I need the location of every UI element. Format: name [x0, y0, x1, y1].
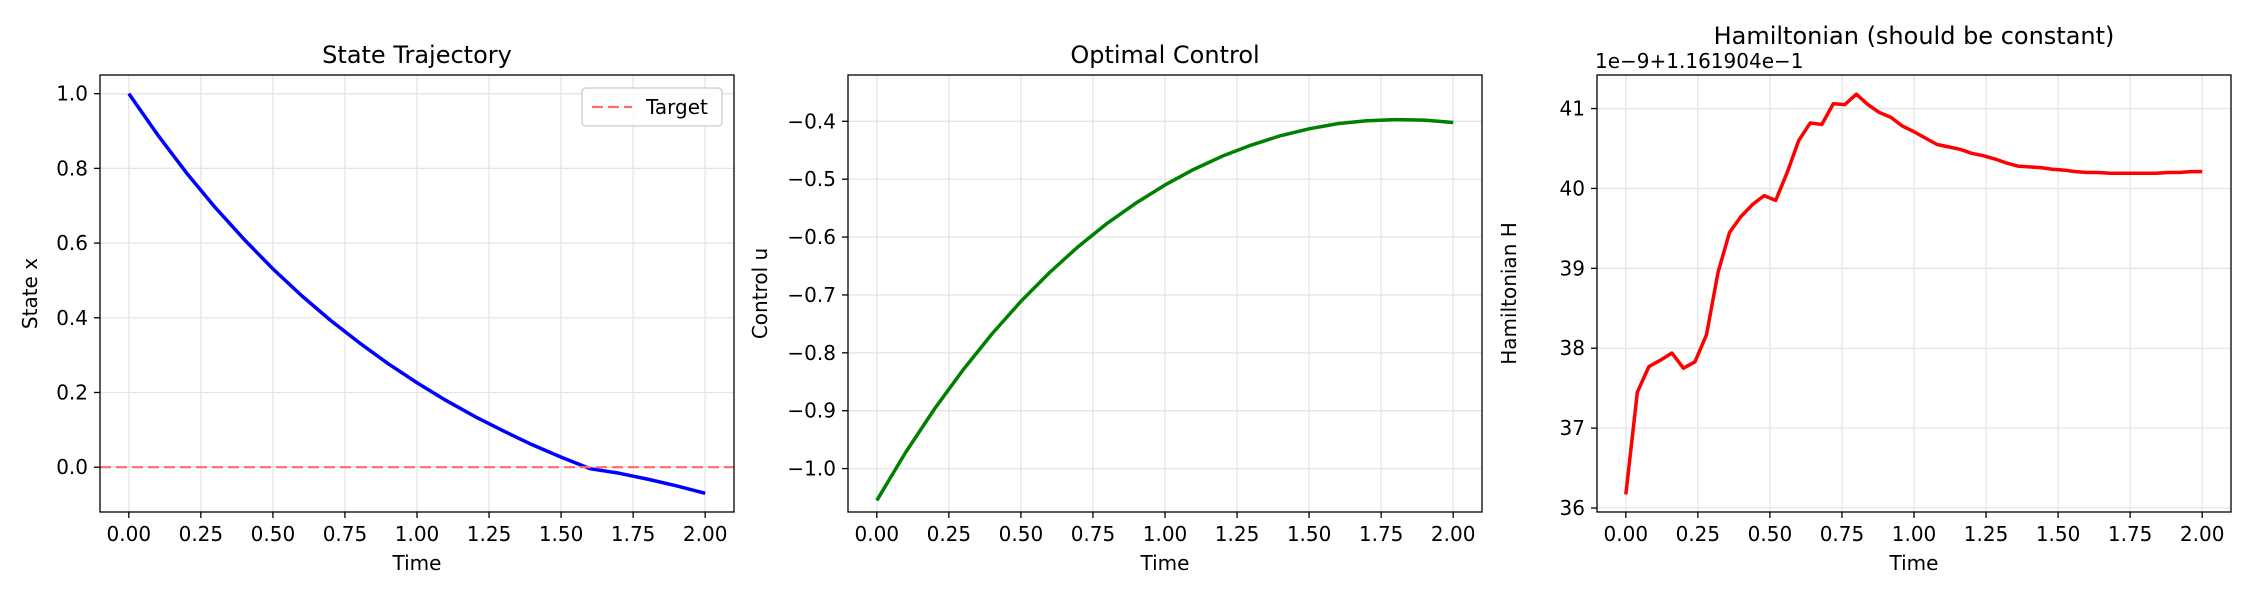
- chart-title: Optimal Control: [1070, 41, 1259, 69]
- x-tick-label: 1.50: [2036, 522, 2081, 546]
- x-tick-label: 0.00: [107, 522, 152, 546]
- legend-box: [581, 87, 723, 127]
- y-tick-label: 1.0: [56, 82, 88, 106]
- x-tick-label: 0.00: [1604, 522, 1649, 546]
- chart-panel-3: 0.00 0.25 0.50 0.75 1.00 1.25 1.50 1.75 2.00 36 37…: [1497, 22, 2232, 575]
- x-tick-label: 0.75: [323, 522, 368, 546]
- y-tick-label: 38: [1560, 336, 1585, 360]
- series-line: [1624, 92, 2203, 495]
- y-tick-label: 41: [1560, 97, 1585, 121]
- x-tick-label: 0.25: [1676, 522, 1721, 546]
- x-tick-label: 0.00: [855, 522, 900, 546]
- x-tick-label: 1.00: [395, 522, 440, 546]
- x-tick-label: 1.75: [611, 522, 656, 546]
- y-tick-label: 37: [1560, 416, 1585, 440]
- x-tick-label: 2.00: [2180, 522, 2225, 546]
- legend-label: Target: [645, 95, 708, 119]
- x-tick-label: 0.75: [1071, 522, 1116, 546]
- x-tick-label: 1.00: [1892, 522, 1937, 546]
- y-tick-label: 36: [1560, 496, 1585, 520]
- x-tick-label: 0.50: [251, 522, 296, 546]
- x-tick-label: 2.00: [683, 522, 728, 546]
- x-tick-label: 1.75: [1359, 522, 1404, 546]
- y-tick-label: −0.5: [787, 167, 836, 191]
- x-axis-label: Time: [1889, 551, 1939, 575]
- y-tick-label: 40: [1560, 176, 1585, 200]
- y-axis-offset-text: 1e−9+1.161904e−1: [1595, 49, 1804, 73]
- chart-title: Hamiltonian (should be constant): [1714, 22, 2115, 50]
- x-tick-label: 1.25: [467, 522, 512, 546]
- y-tick-label: 0.0: [56, 455, 88, 479]
- chart-panel-1: 0.00 0.25 0.50 0.75 1.00 1.25 1.50 1.75 2.00 0.0 0…: [18, 41, 735, 575]
- chart-title: State Trajectory: [322, 41, 512, 69]
- x-tick-label: 0.50: [999, 522, 1044, 546]
- y-tick-label: −0.6: [787, 225, 836, 249]
- legend: Target: [581, 87, 723, 127]
- x-tick-label: 1.00: [1143, 522, 1188, 546]
- x-tick-label: 0.75: [1820, 522, 1865, 546]
- y-tick-label: −0.4: [787, 109, 836, 133]
- y-tick-label: 0.6: [56, 231, 88, 255]
- x-tick-label: 2.00: [1431, 522, 1476, 546]
- y-tick-label: 39: [1560, 256, 1585, 280]
- y-tick-label: −1.0: [787, 457, 836, 481]
- y-axis-label: State x: [18, 258, 42, 329]
- x-tick-label: 0.25: [179, 522, 224, 546]
- series-line: [875, 117, 1454, 502]
- y-tick-label: −0.8: [787, 341, 836, 365]
- y-axis-label: Hamiltonian H: [1497, 222, 1521, 365]
- y-tick-label: 0.8: [56, 156, 88, 180]
- y-tick-label: 0.2: [56, 380, 88, 404]
- y-tick-label: −0.9: [787, 399, 836, 423]
- x-tick-label: 1.25: [1215, 522, 1260, 546]
- y-axis-label: Control u: [748, 248, 772, 339]
- chart-panel-2: 0.00 0.25 0.50 0.75 1.00 1.25 1.50 1.75 2.00 −1.0…: [748, 41, 1483, 575]
- x-tick-label: 0.25: [927, 522, 972, 546]
- y-tick-label: −0.7: [787, 283, 836, 307]
- y-tick-label: 0.4: [56, 306, 88, 330]
- x-tick-label: 1.75: [2108, 522, 2153, 546]
- x-axis-label: Time: [392, 551, 442, 575]
- x-tick-label: 1.25: [1964, 522, 2009, 546]
- x-tick-label: 1.50: [539, 522, 584, 546]
- x-tick-label: 1.50: [1287, 522, 1332, 546]
- series-line: [127, 92, 706, 496]
- x-axis-label: Time: [1140, 551, 1190, 575]
- x-tick-label: 0.50: [1748, 522, 1793, 546]
